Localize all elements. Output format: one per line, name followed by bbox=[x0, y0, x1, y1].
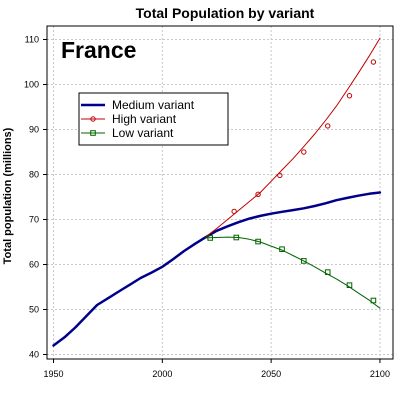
country-annotation: France bbox=[61, 37, 136, 63]
high-variant-marker bbox=[346, 93, 353, 99]
y-tick-label: 90 bbox=[29, 125, 39, 135]
high-variant-marker bbox=[325, 123, 331, 129]
legend-label-high-variant: High variant bbox=[112, 112, 177, 126]
chart-title: Total Population by variant bbox=[136, 5, 315, 21]
legend-label-medium-variant: Medium variant bbox=[112, 98, 195, 112]
grid-lines bbox=[47, 26, 393, 359]
high-variant-marker bbox=[255, 191, 261, 198]
series-markers bbox=[207, 59, 377, 304]
legend-marker-high-variant bbox=[90, 116, 96, 122]
low-variant-marker bbox=[324, 269, 331, 275]
low-variant-marker bbox=[300, 258, 307, 264]
high-variant-marker bbox=[231, 208, 237, 215]
high-variant-marker bbox=[301, 149, 307, 155]
x-tick-label: 2100 bbox=[370, 369, 390, 379]
x-tick-label: 1950 bbox=[44, 369, 64, 379]
low-variant-line bbox=[205, 236, 381, 309]
high-variant-marker bbox=[277, 172, 283, 179]
low-variant-marker bbox=[279, 246, 285, 252]
legend-marker-low-variant bbox=[90, 130, 96, 136]
plot-frame bbox=[46, 25, 394, 360]
y-tick-label: 60 bbox=[29, 260, 39, 270]
y-tick-label: 70 bbox=[29, 215, 39, 225]
high-variant-marker bbox=[370, 59, 377, 65]
medium-variant-line bbox=[52, 191, 382, 347]
y-axis-label: Total population (millions) bbox=[2, 127, 14, 264]
y-tick-label: 100 bbox=[24, 80, 39, 90]
low-variant-marker bbox=[207, 235, 214, 241]
y-tick-label: 110 bbox=[25, 35, 39, 45]
legend-label-low-variant: Low variant bbox=[112, 126, 174, 140]
y-tick-label: 40 bbox=[29, 350, 39, 360]
low-variant-marker bbox=[233, 234, 240, 241]
low-variant-marker bbox=[255, 238, 261, 245]
axis-ticks: 40 50 60 70 80 90 100 110 1950 2000 2050 2100 bbox=[24, 35, 390, 380]
y-tick-label: 80 bbox=[29, 170, 39, 180]
y-tick-label: 50 bbox=[29, 305, 39, 315]
low-variant-marker bbox=[370, 297, 377, 304]
x-tick-label: 2000 bbox=[152, 369, 172, 379]
low-variant-marker bbox=[346, 282, 353, 288]
x-tick-label: 2050 bbox=[261, 369, 281, 379]
